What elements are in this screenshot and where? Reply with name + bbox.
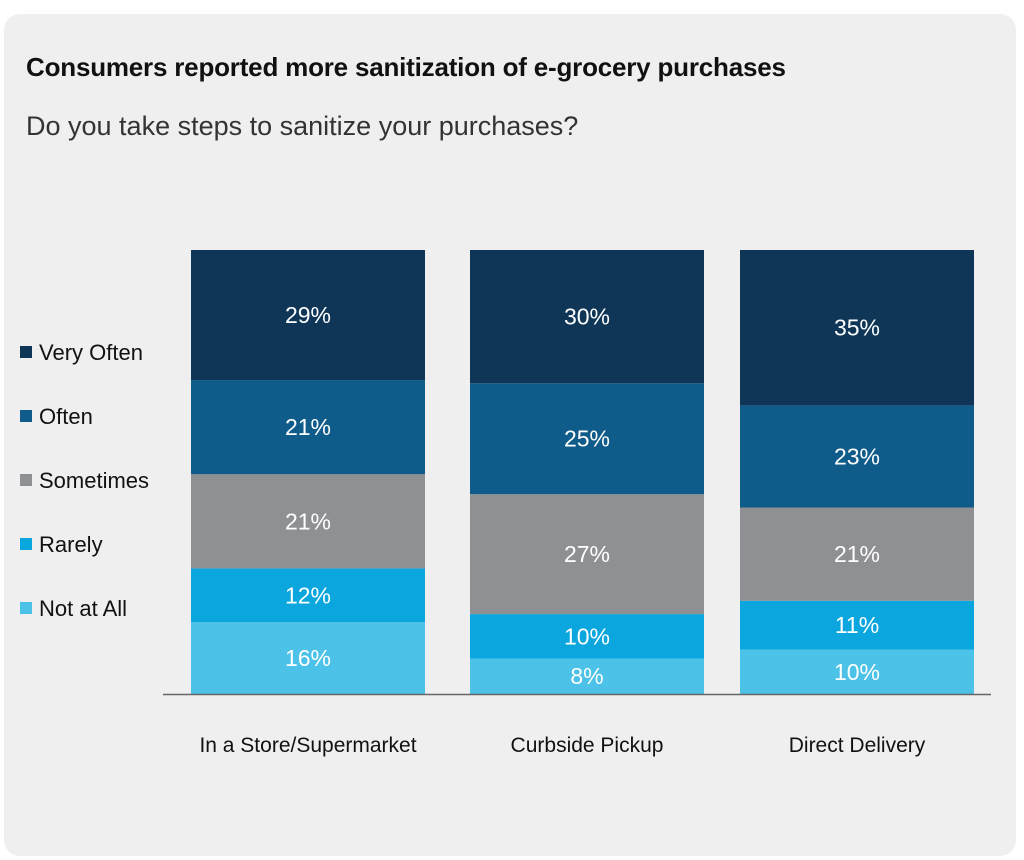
data-label: 29% [285,302,331,328]
bar-segment-curbside-pickup-sometimes [470,494,704,615]
data-label: 21% [834,541,880,567]
bar-segment-direct-delivery-often [740,405,974,508]
category-label-curbside-pickup: Curbside Pickup [511,734,664,757]
bar-segment-curbside-pickup-very-often [470,250,704,384]
bar-segment-curbside-pickup-not-at-all [470,658,704,694]
data-label: 35% [834,315,880,341]
data-label: 16% [285,645,331,671]
bar-segment-direct-delivery-rarely [740,600,974,650]
bar-segment-in-a-store-supermarket-sometimes [191,474,425,569]
bar-segment-direct-delivery-sometimes [740,507,974,601]
data-label: 30% [564,304,610,330]
bar-segment-in-a-store-supermarket-very-often [191,250,425,381]
data-label: 10% [564,623,610,649]
data-label: 12% [285,582,331,608]
legend-swatch-very-often [20,346,32,358]
data-label: 21% [285,414,331,440]
bar-segment-in-a-store-supermarket-not-at-all [191,622,425,694]
legend-label-rarely: Rarely [39,532,103,557]
bar-segment-direct-delivery-very-often [740,250,974,406]
bar-segment-in-a-store-supermarket-often [191,380,425,475]
bar-segment-curbside-pickup-often [470,383,704,495]
data-label: 23% [834,443,880,469]
data-label: 10% [834,659,880,685]
legend-label-often: Often [39,404,93,429]
legend-swatch-sometimes [20,474,32,486]
category-label-in-a-store-supermarket: In a Store/Supermarket [199,734,416,757]
legend-swatch-often [20,410,32,422]
chart-subtitle: Do you take steps to sanitize your purch… [26,111,579,141]
legend-label-not-at-all: Not at All [39,596,127,621]
legend-swatch-rarely [20,538,32,550]
legend-label-sometimes: Sometimes [39,468,149,493]
bar-segment-curbside-pickup-rarely [470,614,704,659]
bar-segment-in-a-store-supermarket-rarely [191,568,425,623]
data-label: 21% [285,508,331,534]
data-label: 11% [835,612,879,638]
data-label: 25% [564,426,610,452]
legend-label-very-often: Very Often [39,340,143,365]
data-label: 8% [570,663,603,689]
chart-title: Consumers reported more sanitization of … [26,52,786,82]
legend-swatch-not-at-all [20,602,32,614]
data-label: 27% [564,541,610,567]
bar-segment-direct-delivery-not-at-all [740,649,974,694]
category-label-direct-delivery: Direct Delivery [789,734,926,757]
